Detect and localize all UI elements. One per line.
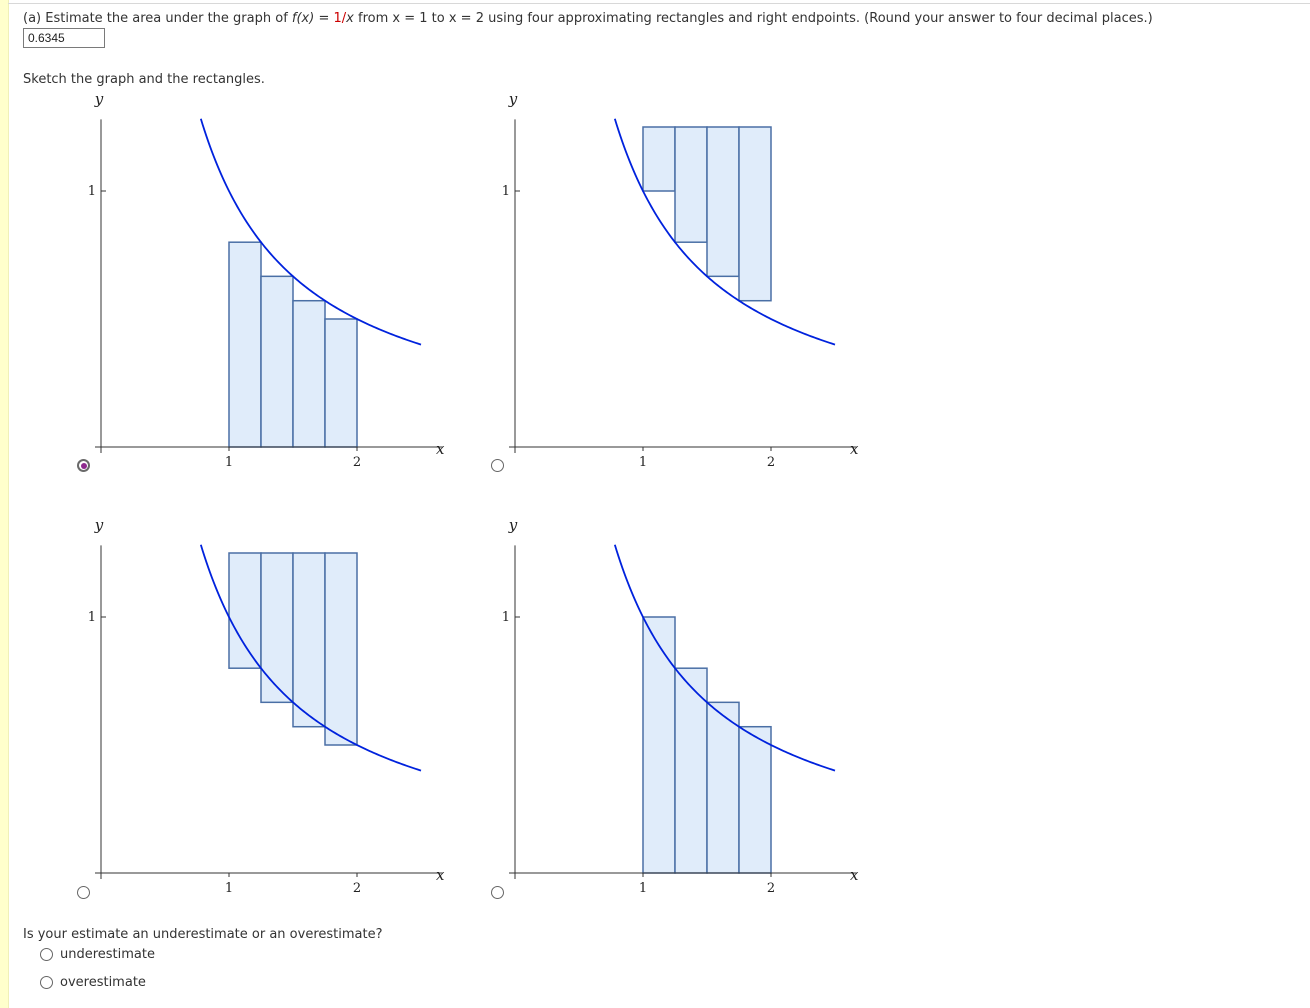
top-divider xyxy=(8,3,1310,4)
rectangle-2 xyxy=(260,552,294,704)
graph-panel-1: 1 2 1 y x xyxy=(88,90,445,470)
y-tick-label: 1 xyxy=(502,184,510,199)
underestimate-radio[interactable] xyxy=(40,948,53,961)
graph-panel-2: 1 2 1 y x xyxy=(502,90,859,470)
rectangle-3 xyxy=(292,299,326,448)
rectangle-3 xyxy=(706,126,740,278)
x-tick-label: 2 xyxy=(353,881,361,896)
rectangle-4 xyxy=(738,725,772,874)
function-curve xyxy=(613,118,836,346)
y-axis-label: y xyxy=(508,516,518,534)
x-tick-label: 1 xyxy=(639,881,647,896)
graph-panel-4: 1 2 1 y x xyxy=(502,516,859,896)
rectangle-3 xyxy=(292,552,326,728)
overestimate-radio[interactable] xyxy=(40,976,53,989)
rectangle-1 xyxy=(228,552,262,669)
y-tick-label: 1 xyxy=(88,184,96,199)
graph-option-3-radio[interactable] xyxy=(77,886,90,899)
function-curve xyxy=(613,544,836,772)
answer-input[interactable]: 0.6345 xyxy=(23,28,105,48)
x-tick-label: 1 xyxy=(225,455,233,470)
rectangle-4 xyxy=(324,552,358,746)
x-tick-label: 2 xyxy=(767,455,775,470)
function-curve xyxy=(199,544,422,772)
x-tick-label: 2 xyxy=(353,455,361,470)
left-margin-bar xyxy=(0,0,9,1008)
rectangle-3 xyxy=(706,701,740,874)
overestimate-label: overestimate xyxy=(60,975,146,990)
x-axis-label: x xyxy=(436,440,445,458)
graph-option-4-radio[interactable] xyxy=(491,886,504,899)
rectangle-1 xyxy=(228,241,262,448)
graph-option-2-radio[interactable] xyxy=(491,459,504,472)
y-axis-label: y xyxy=(508,90,518,108)
x-tick-label: 1 xyxy=(639,455,647,470)
rectangle-4 xyxy=(738,126,772,302)
x-tick-label: 1 xyxy=(225,881,233,896)
y-axis-label: y xyxy=(94,516,104,534)
graph-panel-3: 1 2 1 y x xyxy=(88,516,445,896)
underestimate-label: underestimate xyxy=(60,947,155,962)
graph-option-1-radio[interactable] xyxy=(77,459,90,472)
rectangle-2 xyxy=(674,126,708,243)
rectangle-1 xyxy=(642,126,676,192)
rectangle-2 xyxy=(260,275,294,448)
x-axis-label: x xyxy=(850,866,859,884)
y-tick-label: 1 xyxy=(88,610,96,625)
function-curve xyxy=(199,118,422,346)
x-axis-label: x xyxy=(850,440,859,458)
y-axis-label: y xyxy=(94,90,104,108)
sketch-instruction: Sketch the graph and the rectangles. xyxy=(23,72,265,87)
estimate-question: Is your estimate an underestimate or an … xyxy=(23,927,383,942)
rectangle-2 xyxy=(674,667,708,874)
rectangle-1 xyxy=(642,616,676,874)
rectangle-4 xyxy=(324,318,358,448)
question-text: (a) Estimate the area under the graph of… xyxy=(23,11,1153,26)
x-axis-label: x xyxy=(436,866,445,884)
x-tick-label: 2 xyxy=(767,881,775,896)
y-tick-label: 1 xyxy=(502,610,510,625)
